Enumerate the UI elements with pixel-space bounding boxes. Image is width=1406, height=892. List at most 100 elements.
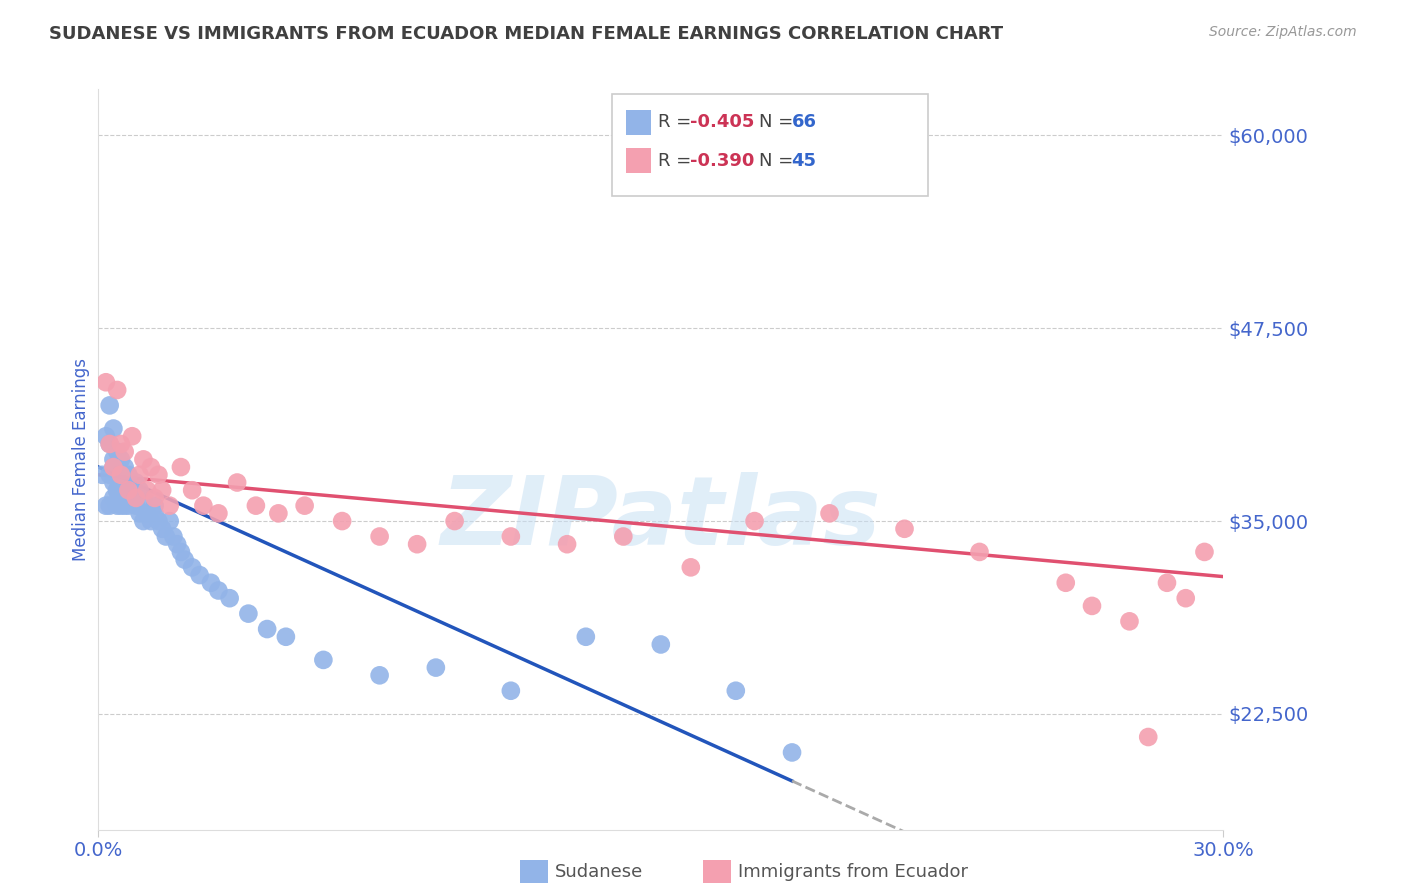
- Point: [1156, 575, 1178, 590]
- Point: [207, 583, 229, 598]
- Text: 66: 66: [792, 113, 817, 131]
- Y-axis label: Median Female Earnings: Median Female Earnings: [72, 358, 90, 561]
- Point: [94, 499, 117, 513]
- Point: [650, 637, 672, 651]
- Point: [114, 491, 136, 505]
- Point: [114, 460, 136, 475]
- Point: [368, 668, 391, 682]
- Point: [117, 467, 139, 482]
- Point: [103, 491, 125, 505]
- Point: [105, 483, 128, 498]
- Point: [188, 568, 211, 582]
- Point: [110, 467, 132, 482]
- Point: [193, 499, 215, 513]
- Point: [368, 529, 391, 543]
- Text: SUDANESE VS IMMIGRANTS FROM ECUADOR MEDIAN FEMALE EARNINGS CORRELATION CHART: SUDANESE VS IMMIGRANTS FROM ECUADOR MEDI…: [49, 25, 1004, 43]
- Point: [110, 452, 132, 467]
- Point: [143, 499, 166, 513]
- Point: [114, 475, 136, 490]
- Point: [406, 537, 429, 551]
- Point: [128, 483, 150, 498]
- Point: [1118, 615, 1140, 629]
- Text: Sudanese: Sudanese: [555, 863, 644, 881]
- Point: [98, 437, 121, 451]
- Point: [110, 475, 132, 490]
- Point: [105, 444, 128, 458]
- Point: [148, 467, 170, 482]
- Point: [103, 460, 125, 475]
- Point: [114, 499, 136, 513]
- Point: [744, 514, 766, 528]
- Point: [103, 475, 125, 490]
- Point: [139, 514, 162, 528]
- Point: [274, 630, 297, 644]
- Point: [117, 483, 139, 498]
- Text: R =: R =: [658, 113, 697, 131]
- Point: [499, 683, 522, 698]
- Point: [98, 398, 121, 412]
- Point: [226, 475, 249, 490]
- Point: [143, 491, 166, 505]
- Point: [780, 746, 803, 760]
- Point: [1081, 599, 1104, 613]
- Point: [200, 575, 222, 590]
- Point: [132, 491, 155, 505]
- Point: [91, 467, 114, 482]
- Point: [166, 537, 188, 551]
- Point: [181, 560, 204, 574]
- Point: [162, 529, 184, 543]
- Point: [173, 552, 195, 566]
- Point: [143, 507, 166, 521]
- Point: [94, 429, 117, 443]
- Point: [139, 460, 162, 475]
- Point: [969, 545, 991, 559]
- Text: -0.405: -0.405: [690, 113, 755, 131]
- Point: [125, 491, 148, 505]
- Point: [136, 483, 159, 498]
- Point: [110, 437, 132, 451]
- Point: [256, 622, 278, 636]
- Point: [117, 499, 139, 513]
- Text: N =: N =: [759, 152, 799, 169]
- Point: [98, 499, 121, 513]
- Point: [110, 499, 132, 513]
- Point: [98, 467, 121, 482]
- Point: [499, 529, 522, 543]
- Point: [612, 529, 634, 543]
- Point: [330, 514, 353, 528]
- Point: [150, 483, 173, 498]
- Point: [159, 514, 181, 528]
- Point: [121, 491, 143, 505]
- Point: [238, 607, 260, 621]
- Text: -0.390: -0.390: [690, 152, 755, 169]
- Point: [312, 653, 335, 667]
- Text: ZIPatlas: ZIPatlas: [440, 472, 882, 566]
- Text: Source: ZipAtlas.com: Source: ZipAtlas.com: [1209, 25, 1357, 39]
- Point: [110, 483, 132, 498]
- Point: [117, 483, 139, 498]
- Point: [105, 460, 128, 475]
- Text: Immigrants from Ecuador: Immigrants from Ecuador: [738, 863, 969, 881]
- Point: [155, 529, 177, 543]
- Point: [218, 591, 240, 606]
- Point: [679, 560, 702, 574]
- Point: [94, 376, 117, 390]
- Point: [105, 483, 128, 498]
- Point: [98, 437, 121, 451]
- Point: [136, 507, 159, 521]
- Point: [1137, 730, 1160, 744]
- Point: [1054, 575, 1077, 590]
- Point: [114, 444, 136, 458]
- Point: [1194, 545, 1216, 559]
- Point: [125, 499, 148, 513]
- Point: [425, 660, 447, 674]
- Point: [110, 467, 132, 482]
- Text: N =: N =: [759, 113, 799, 131]
- Point: [121, 429, 143, 443]
- Point: [159, 499, 181, 513]
- Point: [105, 383, 128, 397]
- Point: [170, 545, 193, 559]
- Point: [555, 537, 578, 551]
- Point: [128, 507, 150, 521]
- Point: [125, 475, 148, 490]
